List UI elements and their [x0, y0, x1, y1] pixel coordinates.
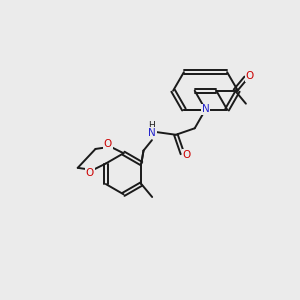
Text: O: O [86, 168, 94, 178]
Text: N: N [148, 128, 156, 138]
Text: O: O [103, 139, 112, 149]
Text: O: O [183, 150, 191, 160]
Text: H: H [148, 121, 155, 130]
Text: N: N [202, 104, 209, 115]
Text: O: O [245, 71, 253, 81]
